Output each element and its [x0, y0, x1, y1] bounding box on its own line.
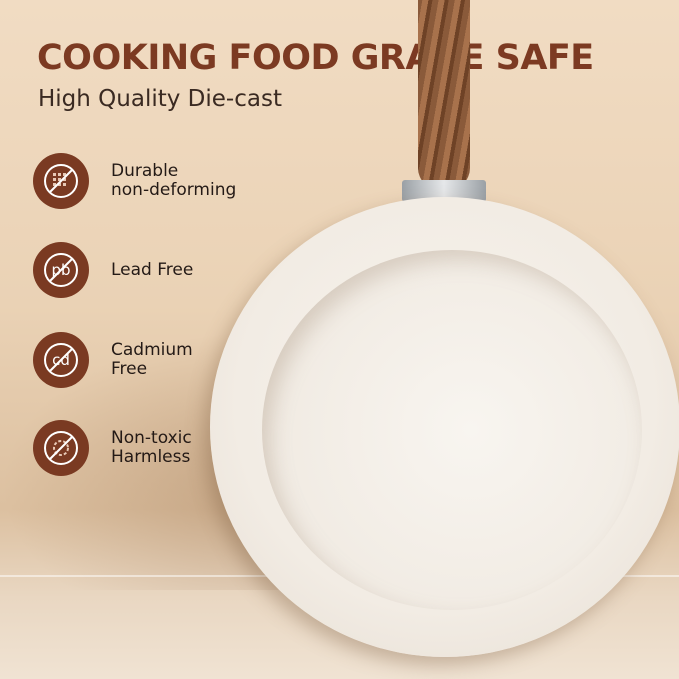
feature-non-toxic: Non-toxic Harmless: [33, 420, 192, 476]
no-cadmium-cd-icon: cd: [33, 332, 89, 388]
feature-durable: Durable non-deforming: [33, 153, 236, 209]
feature-label: Lead Free: [111, 259, 194, 280]
non-toxic-icon: [33, 420, 89, 476]
feature-cadmium-free: cd Cadmium Free: [33, 332, 193, 388]
subtitle: High Quality Die-cast: [38, 86, 282, 112]
feature-lead-free: pb Lead Free: [33, 242, 193, 298]
feature-label: Durable non-deforming: [111, 161, 237, 200]
no-deform-icon: [33, 153, 89, 209]
wooden-handle: [418, 0, 470, 190]
feature-label: Non-toxic Harmless: [111, 428, 192, 467]
page-title: COOKING FOOD GRADE SAFE: [37, 38, 594, 78]
feature-label: Cadmium Free: [111, 340, 193, 379]
handle-ferrule: [402, 180, 486, 202]
no-lead-pb-icon: pb: [33, 242, 89, 298]
pan-cooking-surface: [262, 250, 642, 610]
